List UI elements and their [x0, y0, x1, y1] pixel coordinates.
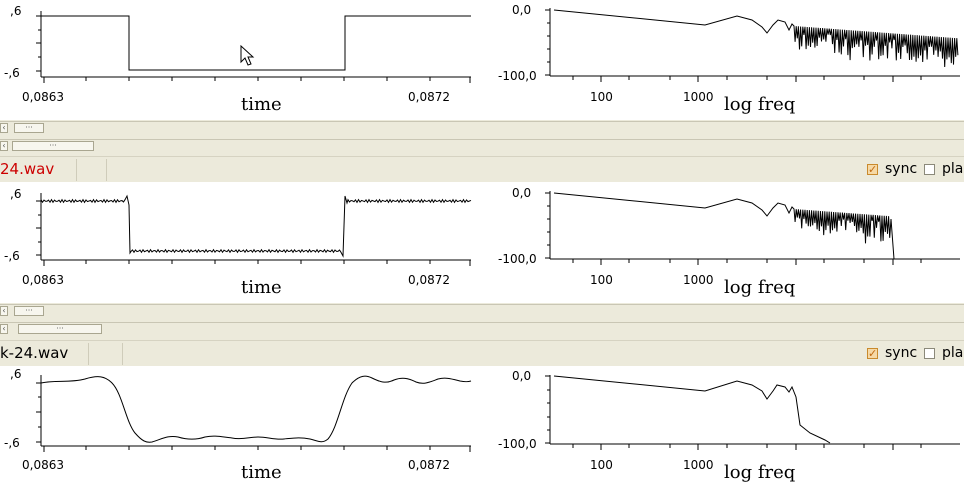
track-filename[interactable]: k-24.wav — [0, 344, 69, 362]
wave-ymax-label: ,6 — [10, 187, 22, 201]
spec-xtick-100: 100 — [590, 90, 613, 104]
waveform-panel-3[interactable]: ,6 -,6 0,0863 0,0872 time — [0, 367, 480, 487]
wave-xmax-label: 0,0872 — [408, 90, 450, 104]
spec-x-ticks — [572, 444, 922, 450]
wave-x-title: time — [241, 462, 282, 483]
spec-x-ticks — [572, 76, 922, 82]
waveform-panel-1[interactable]: ,6 -,6 0,0863 0,0872 time — [0, 0, 480, 120]
spec-x-title: log freq — [724, 277, 796, 298]
play-checkbox[interactable] — [924, 348, 935, 359]
wave-x-title: time — [241, 94, 282, 115]
scroll-left-icon[interactable]: ‹ — [0, 123, 8, 133]
wave-x-ticks — [43, 260, 471, 266]
checkmark-icon: ✓ — [868, 163, 878, 176]
spec-y-ticks — [545, 192, 550, 259]
divider — [106, 159, 107, 181]
spec-y-ticks — [545, 9, 550, 76]
scroll-left-icon[interactable]: ‹ — [0, 324, 8, 334]
spec-ymax-label: 0,0 — [512, 186, 532, 200]
scroll-thumb[interactable]: ··· — [18, 324, 102, 334]
wave-ymin-label: -,6 — [4, 436, 20, 450]
divider — [76, 159, 77, 181]
h-scrollbar-1a[interactable]: ‹ ··· — [0, 121, 964, 134]
divider — [88, 343, 89, 365]
wave-y-ticks — [36, 15, 41, 72]
wave-y-ticks — [36, 200, 41, 256]
h-scrollbar-2a[interactable]: ‹ ··· — [0, 304, 964, 317]
wave-xmin-label: 0,0863 — [22, 458, 64, 472]
spec-ymax-label: 0,0 — [512, 3, 532, 17]
play-label: pla — [942, 345, 964, 361]
spec-xtick-1000: 1000 — [683, 273, 714, 287]
spec-ymax-label: 0,0 — [512, 369, 532, 383]
wave-xmax-label: 0,0872 — [408, 458, 450, 472]
spec-xtick-100: 100 — [590, 273, 613, 287]
checkmark-icon: ✓ — [868, 347, 878, 360]
spectrum-trace — [553, 375, 831, 444]
sync-checkbox[interactable]: ✓ — [867, 164, 878, 175]
wave-y-ticks — [36, 382, 41, 443]
sync-checkbox[interactable]: ✓ — [867, 348, 878, 359]
spec-x-title: log freq — [724, 94, 796, 115]
track-header-3: k-24.wav ✓ sync pla — [0, 340, 964, 366]
scroll-thumb[interactable]: ··· — [12, 141, 94, 151]
sync-label: sync — [885, 345, 918, 361]
spec-ymin-label: -100,0 — [498, 437, 537, 451]
play-label: pla — [942, 161, 964, 177]
h-scrollbar-2b[interactable]: ‹ ··· — [0, 322, 964, 335]
spec-xtick-100: 100 — [590, 458, 613, 472]
track-filename[interactable]: 24.wav — [0, 160, 55, 178]
sync-label: sync — [885, 161, 918, 177]
scroll-thumb[interactable]: ··· — [14, 306, 44, 316]
spec-x-ticks — [572, 259, 922, 265]
waveform-panel-2[interactable]: ,6 -,6 0,0863 0,0872 time — [0, 183, 480, 303]
wave-ymin-label: -,6 — [4, 249, 20, 263]
wave-x-title: time — [241, 277, 282, 298]
scroll-left-icon[interactable]: ‹ — [0, 141, 8, 151]
spectrum-trace — [553, 9, 959, 68]
track-header-2: 24.wav ✓ sync pla — [0, 156, 964, 182]
wave-xmin-label: 0,0863 — [22, 90, 64, 104]
spec-xtick-1000: 1000 — [683, 90, 714, 104]
wave-ymax-label: ,6 — [10, 4, 22, 18]
divider — [122, 343, 123, 365]
waveform-trace — [40, 194, 472, 258]
waveform-trace — [41, 15, 471, 71]
scroll-left-icon[interactable]: ‹ — [0, 306, 8, 316]
spectrum-panel-3[interactable]: 0,0 -100,0 100 1000 log freq — [480, 367, 964, 487]
wave-ymin-label: -,6 — [4, 66, 20, 80]
arrow-cursor-icon — [240, 45, 255, 66]
scroll-thumb[interactable]: ··· — [14, 123, 44, 133]
wave-xmax-label: 0,0872 — [408, 273, 450, 287]
play-checkbox[interactable] — [924, 164, 935, 175]
h-scrollbar-1b[interactable]: ‹ ··· — [0, 139, 964, 152]
spectrum-panel-2[interactable]: 0,0 -100,0 100 1000 log freq — [480, 183, 964, 303]
spectrum-trace — [553, 192, 895, 260]
spec-xtick-1000: 1000 — [683, 458, 714, 472]
waveform-trace — [40, 375, 472, 443]
spectrum-panel-1[interactable]: 0,0 -100,0 100 1000 log freq — [480, 0, 964, 120]
wave-x-ticks — [43, 77, 471, 83]
spec-ymin-label: -100,0 — [498, 69, 537, 83]
spec-y-ticks — [545, 375, 550, 444]
wave-ymax-label: ,6 — [10, 367, 22, 381]
spec-x-title: log freq — [724, 462, 796, 483]
spec-ymin-label: -100,0 — [498, 252, 537, 266]
wave-x-ticks — [43, 446, 471, 452]
wave-xmin-label: 0,0863 — [22, 273, 64, 287]
